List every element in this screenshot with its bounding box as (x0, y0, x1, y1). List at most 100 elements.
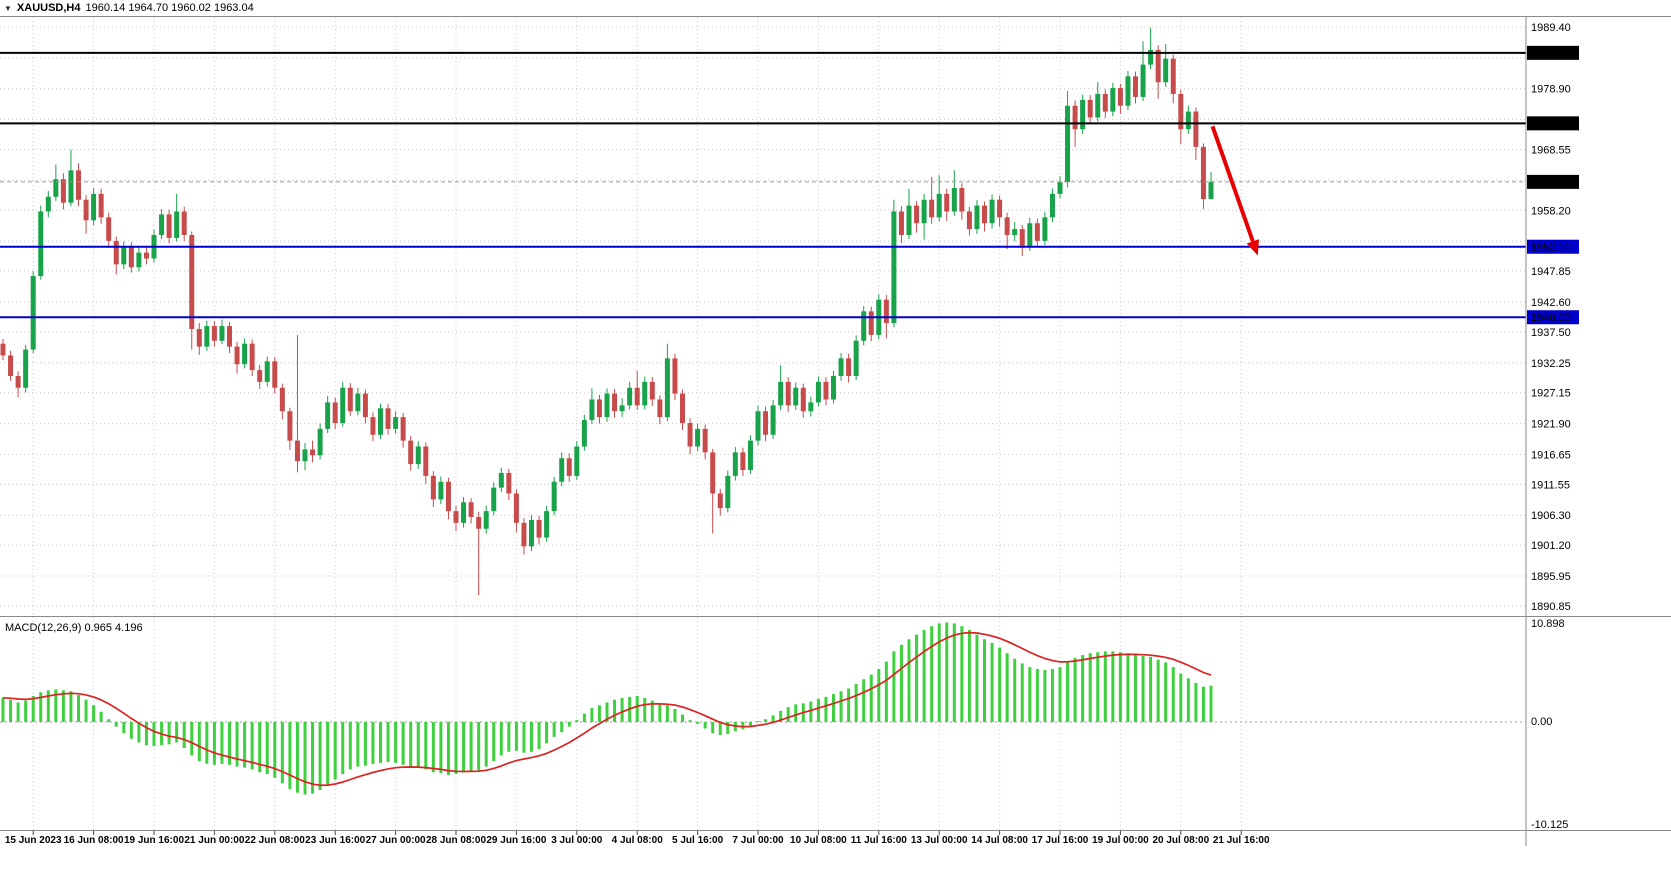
candle-body (672, 358, 678, 394)
price-tick-label: 1901.20 (1531, 540, 1571, 552)
candle-body (642, 381, 648, 406)
candle-body (1193, 111, 1199, 147)
price-label-1952.00 (1527, 239, 1579, 254)
candle-body (929, 199, 935, 218)
candle-body (619, 405, 625, 412)
candle-body (317, 428, 323, 456)
candle-body (853, 340, 859, 376)
macd-histogram-bar (1201, 686, 1205, 722)
candle-body (800, 387, 806, 412)
time-tick-label: 14 Jul 08:00 (971, 835, 1028, 846)
macd-histogram-bar (77, 695, 80, 722)
candle-body (936, 193, 942, 218)
macd-histogram-bar (1141, 655, 1145, 722)
macd-histogram-bar (280, 722, 284, 784)
candle-body (355, 393, 361, 412)
candle-body (8, 355, 14, 376)
macd-histogram-bar (952, 623, 956, 722)
price-tick-label: 1958.20 (1531, 205, 1571, 217)
macd-histogram-bar (273, 722, 277, 778)
time-axis[interactable]: 15 Jun 2023 16 Jun 08:00 19 Jun 16:00 21 Ju… (5, 831, 1270, 846)
horizontal-lines[interactable] (0, 51, 1526, 319)
candle-body (393, 417, 399, 429)
trend-arrow[interactable] (1210, 125, 1259, 256)
macd-histogram-bar (582, 713, 586, 722)
macd-histogram-bar (635, 695, 639, 722)
candle-body (589, 399, 595, 421)
macd-histogram-bar (522, 722, 526, 753)
pane-separators (0, 16, 1671, 846)
candle-body (951, 187, 957, 212)
candle-body (121, 246, 127, 265)
macd-histogram-bar (92, 705, 96, 722)
candle-body (612, 393, 618, 412)
macd-histogram-bar (899, 644, 903, 722)
macd-axis[interactable]: 10.898 0.00 -10.125 MACD(12,26,9) 0.965 4.1… (5, 618, 1568, 831)
macd-histogram-bar (114, 722, 118, 727)
macd-histogram-bar (613, 699, 617, 722)
macd-histogram-bar (673, 708, 677, 722)
candle-body (302, 449, 308, 462)
macd-histogram-bar (552, 722, 556, 737)
candle-body (491, 487, 497, 512)
macd-histogram-bar (816, 698, 820, 722)
macd-histogram-bar (1035, 668, 1039, 722)
candle-body (445, 481, 451, 512)
candle-body (551, 481, 557, 512)
macd-histogram-bar (288, 722, 292, 789)
macd-histogram-bar (824, 696, 828, 722)
candle-body (914, 205, 920, 224)
macd-histogram-bar (1066, 661, 1070, 722)
macd-histogram-bar (960, 626, 964, 722)
macd-histogram-bar (190, 722, 194, 756)
price-tick-label: 1927.15 (1531, 388, 1571, 400)
candle-body (770, 405, 776, 435)
macd-histogram-bar (937, 623, 941, 722)
collapse-icon[interactable]: ▼ (4, 3, 12, 13)
price-tick-label: 1989.40 (1531, 22, 1571, 34)
macd-histogram-bar (1058, 667, 1062, 722)
macd-histogram-bar (507, 722, 511, 752)
macd-histogram-bar (484, 722, 488, 767)
candle-body (242, 343, 248, 365)
price-tick-label: 1942.60 (1531, 297, 1571, 309)
grid (0, 17, 1526, 830)
macd-histogram-bar (462, 722, 466, 773)
macd-histogram-bar (696, 722, 700, 724)
candle-body (1133, 76, 1138, 97)
price-label-1985.00 (1527, 45, 1579, 60)
price-label-1940.00-text: 1940.00 (1531, 312, 1571, 324)
time-tick-label: 29 Jun 16:00 (486, 835, 546, 846)
macd-histogram-bar (54, 689, 58, 722)
macd-histogram-bar (1209, 685, 1213, 722)
candle-body (1125, 76, 1131, 106)
candle-body (1163, 58, 1169, 83)
time-tick-label: 11 Jul 16:00 (851, 835, 908, 846)
candle-body (982, 205, 987, 224)
candle-body (574, 446, 580, 476)
candle-body (98, 193, 104, 218)
candle-body (559, 458, 565, 482)
macd-histogram-bar (530, 722, 533, 752)
macd-histogram-bar (1, 697, 5, 722)
macd-histogram-bar (1013, 658, 1017, 722)
candle-body (529, 519, 534, 547)
macd-histogram-bar (922, 629, 926, 722)
candle-body (785, 381, 791, 406)
macd-histogram-bar (250, 722, 254, 770)
candle-body (211, 326, 217, 341)
macd-histogram-bar (884, 661, 888, 722)
macd-histogram-bar (847, 688, 851, 722)
candle-body (989, 199, 995, 224)
candle-body (838, 358, 844, 376)
price-axis[interactable]: 1989.40 1978.90 1968.55 1958.20 1947.85 1942.… (1527, 22, 1579, 613)
candle-body (1049, 193, 1055, 218)
time-tick-label: 19 Jul 00:00 (1092, 835, 1149, 846)
time-tick-label: 17 Jul 16:00 (1032, 835, 1089, 846)
macd-histogram-bar (514, 722, 518, 751)
macd-histogram-bar (945, 622, 949, 722)
ohlc-values: 1960.14 1964.70 1960.02 1963.04 (85, 2, 254, 14)
candle-body (566, 458, 572, 476)
macd-histogram-bar (1081, 655, 1085, 722)
